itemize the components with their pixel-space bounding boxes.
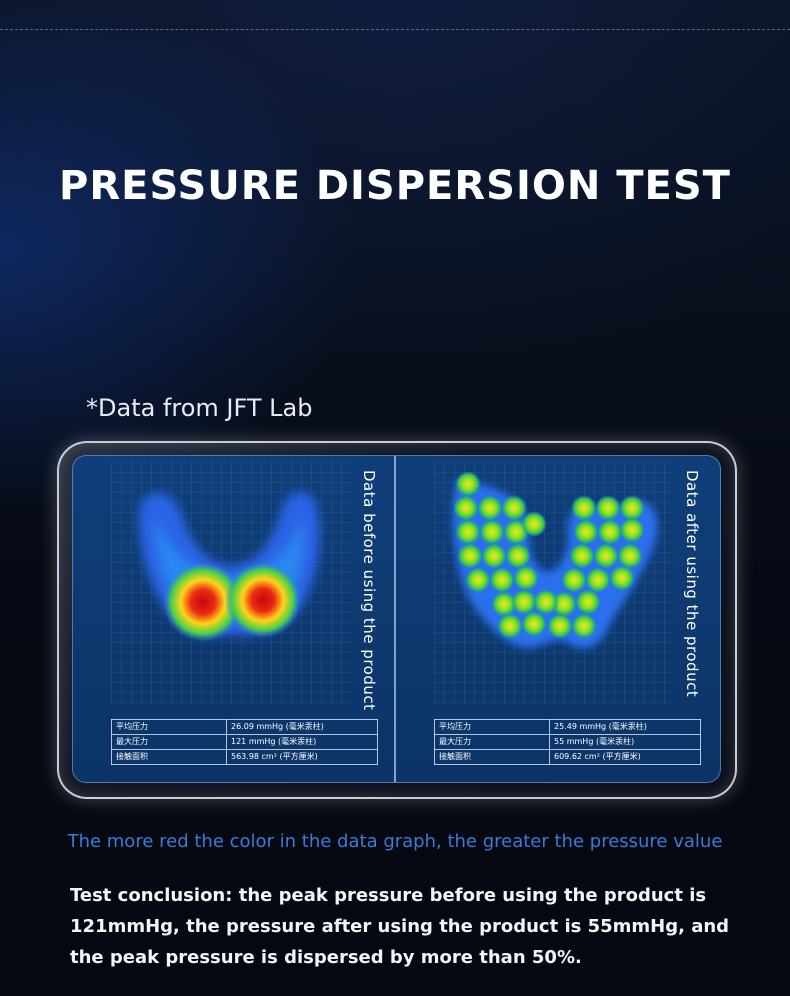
stat-value: 563.98 cm² (平方厘米) xyxy=(226,749,378,765)
table-row: 平均压力 26.09 mmHg (毫米汞柱) xyxy=(111,719,378,735)
table-row: 最大压力 121 mmHg (毫米汞柱) xyxy=(111,734,378,750)
stat-key: 平均压力 xyxy=(111,719,227,735)
panel-divider xyxy=(394,456,396,782)
stat-key: 平均压力 xyxy=(434,719,550,735)
pressure-dot xyxy=(521,511,547,537)
pressure-dot xyxy=(505,543,531,569)
stat-value: 55 mmHg (毫米汞柱) xyxy=(549,734,701,750)
stat-value: 609.62 cm² (平方厘米) xyxy=(549,749,701,765)
source-note: *Data from JFT Lab xyxy=(86,394,313,422)
pressure-dot xyxy=(479,519,505,545)
pressure-dot xyxy=(619,495,645,521)
stats-before: 平均压力 26.09 mmHg (毫米汞柱) 最大压力 121 mmHg (毫米… xyxy=(111,719,378,765)
pressure-dot xyxy=(513,565,539,591)
test-conclusion: Test conclusion: the peak pressure befor… xyxy=(70,885,730,968)
stat-key: 接触面积 xyxy=(434,749,550,765)
pressure-dot xyxy=(533,589,559,615)
panel-after: Data after using the product 平均压力 25.49 … xyxy=(396,456,716,782)
pressure-dot xyxy=(569,543,595,569)
stat-value: 121 mmHg (毫米汞柱) xyxy=(226,734,378,750)
pressure-dot xyxy=(595,495,621,521)
heat-after-dots xyxy=(453,471,645,639)
page-title: PRESSURE DISPERSION TEST xyxy=(59,163,731,209)
stat-key: 接触面积 xyxy=(111,749,227,765)
pressure-dot xyxy=(617,543,643,569)
color-legend-caption: The more red the color in the data graph… xyxy=(67,831,723,852)
panel-before-label: Data before using the product xyxy=(360,470,378,711)
pressure-dot xyxy=(481,543,507,569)
table-row: 接触面积 563.98 cm² (平方厘米) xyxy=(111,749,378,765)
pressure-screen: Data before using the product 平均压力 26.09… xyxy=(72,455,721,783)
pressure-dot xyxy=(491,591,517,617)
pressure-dot xyxy=(489,567,515,593)
peak-right xyxy=(225,562,301,638)
heatmap-after xyxy=(434,462,674,706)
pressure-dot xyxy=(453,495,479,521)
pressure-dot xyxy=(455,519,481,545)
stat-key: 最大压力 xyxy=(434,734,550,750)
pressure-dot xyxy=(547,613,573,639)
stat-key: 最大压力 xyxy=(111,734,227,750)
pressure-dot xyxy=(477,495,503,521)
pressure-dot xyxy=(457,543,483,569)
table-row: 最大压力 55 mmHg (毫米汞柱) xyxy=(434,734,701,750)
pressure-dot xyxy=(571,495,597,521)
pressure-dot xyxy=(465,567,491,593)
pressure-dot xyxy=(597,519,623,545)
pressure-dot xyxy=(497,613,523,639)
panel-after-label: Data after using the product xyxy=(683,470,701,698)
pressure-dot xyxy=(511,589,537,615)
pressure-dot xyxy=(561,567,587,593)
heatmap-before xyxy=(111,462,351,706)
stat-value: 26.09 mmHg (毫米汞柱) xyxy=(226,719,378,735)
peak-left xyxy=(163,562,243,642)
pressure-dot xyxy=(521,611,547,637)
pressure-dot xyxy=(575,589,601,615)
panel-before: Data before using the product 平均压力 26.09… xyxy=(73,456,393,782)
pressure-dot xyxy=(501,495,527,521)
dashed-divider xyxy=(0,29,790,30)
pressure-dot xyxy=(609,565,635,591)
stats-after: 平均压力 25.49 mmHg (毫米汞柱) 最大压力 55 mmHg (毫米汞… xyxy=(434,719,701,765)
pressure-dot xyxy=(585,567,611,593)
table-row: 平均压力 25.49 mmHg (毫米汞柱) xyxy=(434,719,701,735)
pressure-dot xyxy=(619,517,645,543)
pressure-dot xyxy=(573,519,599,545)
table-row: 接触面积 609.62 cm² (平方厘米) xyxy=(434,749,701,765)
stat-value: 25.49 mmHg (毫米汞柱) xyxy=(549,719,701,735)
pressure-dot xyxy=(593,543,619,569)
pressure-dot xyxy=(455,471,481,497)
pressure-dot xyxy=(571,613,597,639)
